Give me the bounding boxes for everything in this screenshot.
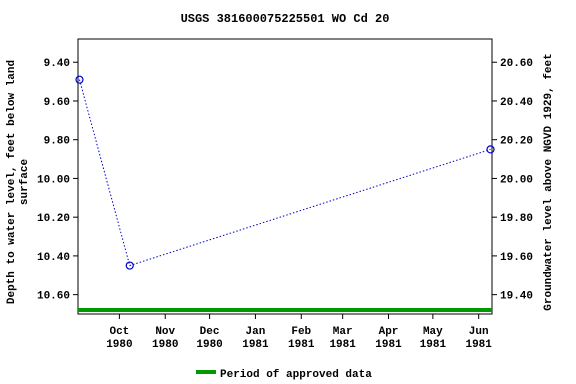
y2-tick-label: 20.60 [500,58,533,70]
data-point [125,261,134,270]
y2-tick-label: 20.20 [500,136,533,148]
chart-title: USGS 381600075225501 WO Cd 20 [181,12,390,26]
x-tick-label-line: 1981 [420,339,447,351]
y-axis-label: surface [19,159,31,206]
x-tick-label-line: 1981 [288,339,315,351]
x-tick-label-line: Feb [291,326,311,338]
x-tick-label-line: May [423,326,443,338]
x-tick-label-line: Oct [109,326,129,338]
x-tick-label-line: 1980 [152,339,178,351]
x-tick-label-line: Nov [155,326,175,338]
x-tick-label: Jan 1981 [242,326,269,351]
x-tick-label-line: 1980 [106,339,132,351]
data-point [75,75,84,84]
data-point [486,145,495,154]
x-tick-label: Feb 1981 [288,326,315,351]
data-line [78,79,491,267]
x-tick-label-line: 1980 [196,339,222,351]
y-tick-label: 10.00 [37,174,70,186]
legend-swatch [196,370,216,374]
y2-tick-label: 19.60 [500,252,533,264]
x-tick-label-line: 1981 [375,339,402,351]
legend-label: Period of approved data [220,369,372,381]
y-axis-label: Depth to water level, feet below land [6,60,18,304]
x-tick-label-line: Mar [333,326,353,338]
x-tick-label: Oct 1980 [106,326,132,351]
y2-tick-label: 20.40 [500,97,533,109]
approved-period [78,308,492,312]
y2-tick-label: 19.40 [500,291,533,303]
x-tick-label: Dec 1980 [196,326,222,351]
y-tick-label: 10.40 [37,252,70,264]
x-tick-label: Jun 1981 [465,326,492,351]
x-tick-label-line: 1981 [465,339,492,351]
y-tick-label: 10.60 [37,291,70,303]
plot-frame [77,38,493,315]
x-tick-label-line: 1981 [242,339,269,351]
y2-axis-label: Groundwater level above NGVD 1929, feet [543,53,555,310]
x-tick-label-line: Jun [469,326,489,338]
x-tick-label-line: Dec [200,326,220,338]
x-tick-label-line: Jan [246,326,266,338]
x-tick-label: Mar 1981 [329,326,356,351]
y-tick-label: 9.60 [44,97,70,109]
x-tick-label: Apr 1981 [375,326,402,351]
x-tick-label-line: 1981 [329,339,356,351]
y-tick-label: 9.80 [44,136,70,148]
y2-tick-label: 20.00 [500,174,533,186]
y2-tick-label: 19.80 [500,213,533,225]
y-tick-label: 9.40 [44,58,70,70]
x-tick-label: May 1981 [420,326,447,351]
y-tick-label: 10.20 [37,213,70,225]
x-tick-label-line: Apr [379,326,399,338]
x-tick-label: Nov 1980 [152,326,178,351]
